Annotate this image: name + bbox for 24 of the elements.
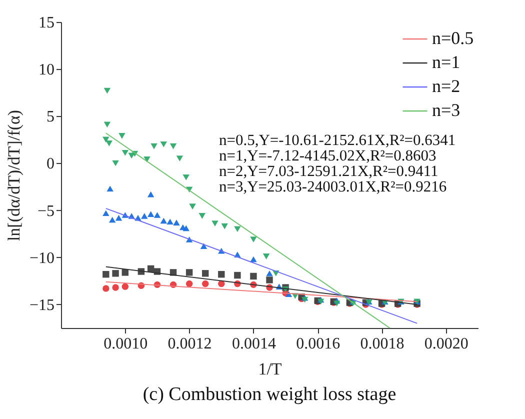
x-tick-label: 0.0020: [424, 336, 468, 352]
legend-label: n=1: [432, 52, 460, 72]
y-tick-label: 15: [38, 14, 54, 32]
legend-label: n=3: [432, 100, 460, 120]
annotation: n=3,Y=25.03-24003.01X,R²=0.9216: [219, 178, 447, 196]
x-tick-label: 0.0016: [296, 336, 340, 352]
text: (c) Combustion weight loss stage: [142, 384, 396, 405]
legend-label: n=2: [432, 76, 460, 96]
x-axis-title: 1/T: [258, 360, 282, 378]
x-tick-label: 0.0014: [232, 336, 276, 352]
legend-label: n=0.5: [432, 28, 474, 48]
y-tick-label: 5: [46, 108, 54, 126]
annotation: n=1,Y=-7.12-4145.02X,R²=0.8603: [219, 148, 437, 164]
y-axis-title: ln[(dα/dT)/dT]/f(α): [4, 110, 24, 242]
y-tick-label: 0: [46, 156, 54, 173]
y-tick-label: 10: [38, 62, 54, 79]
y-tick-label: −15: [29, 296, 54, 314]
x-tick-label: 0.0010: [104, 336, 148, 352]
y-tick-label: −5: [37, 202, 54, 220]
x-tick-label: 0.0018: [360, 336, 404, 352]
annotation: n=0.5,Y=-10.61-2152.61X,R²=0.6341: [219, 132, 456, 149]
annotation: n=2,Y=7.03-12591.21X,R²=0.9411: [219, 163, 438, 180]
x-tick-label: 0.0012: [168, 336, 212, 352]
y-tick-label: −10: [29, 250, 54, 267]
